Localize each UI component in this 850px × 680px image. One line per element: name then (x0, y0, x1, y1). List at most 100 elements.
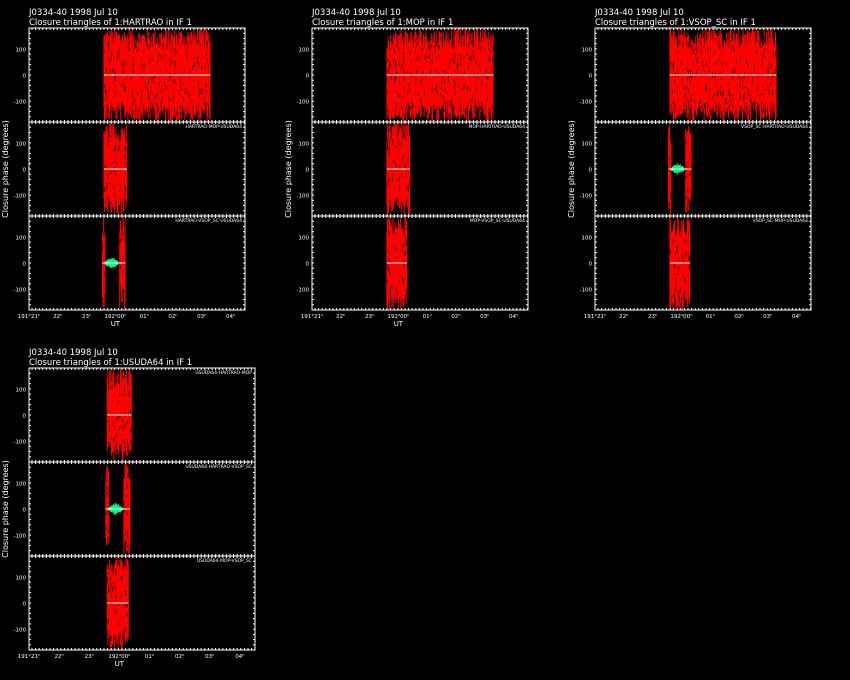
data-gaps (685, 140, 692, 203)
x-tick-label: 23ʰ (648, 313, 657, 320)
triangle-label: HARTRAO-MOP-USUDA64 (185, 124, 242, 130)
y-tick-label: -100 (14, 440, 27, 446)
panel-1: 100 0 -100 USUDA64-HARTRAO-MOP (14, 367, 256, 463)
y-tick-label: 0 (589, 74, 593, 80)
y-tick-label: 0 (589, 262, 593, 268)
minor-ticks (595, 216, 811, 310)
x-tick-label: 23ʰ (82, 313, 91, 320)
triangle-label: HARTRAO-VSOP_SC-USUDA64 (175, 218, 242, 224)
x-tick-label: 02ʰ (175, 653, 184, 660)
y-tick-label: 100 (16, 47, 27, 53)
y-tick-label: 0 (306, 262, 310, 268)
x-tick-label: 02ʰ (734, 313, 743, 320)
data-points (669, 216, 691, 310)
triangle-label: USUDA64-MOP-VSOP_SC (197, 558, 252, 564)
y-tick-label: 0 (306, 74, 310, 80)
y-tick-label: -100 (297, 288, 310, 294)
y-tick-label: 0 (23, 168, 27, 174)
x-tick-label: 03ʰ (197, 313, 206, 320)
data-points (103, 123, 128, 216)
y-tick-label: -100 (14, 288, 27, 294)
panel-2: 100 0 -100 VSOP_SC-HARTRAO-USUDA64 (580, 121, 812, 217)
data-gaps (669, 37, 777, 117)
chart-title: J0334-40 1998 Jul 10 (311, 8, 401, 18)
x-tick-label: 04ʰ (226, 313, 235, 320)
x-tick-label: 02ʰ (451, 313, 460, 320)
data-points (669, 28, 777, 122)
x-tick-label: 22ʰ (55, 653, 64, 660)
x-tick-label: 04ʰ (792, 313, 801, 320)
data-gaps (102, 232, 106, 300)
triangle-label: VSOP_SC-HARTRAO-USUDA64 (741, 124, 808, 130)
y-tick-label: -100 (297, 100, 310, 106)
y-tick-label: 100 (299, 141, 310, 147)
data-points (105, 465, 110, 546)
data-gaps (107, 377, 132, 457)
y-tick-label: 100 (582, 235, 593, 241)
y-tick-label: 100 (16, 141, 27, 147)
x-tick-label: 192ᵈ00ʰ (104, 313, 126, 320)
y-tick-label: 0 (23, 602, 27, 608)
x-tick-label: 23ʰ (85, 653, 94, 660)
minor-ticks (595, 28, 811, 122)
panel-2: 100 0 -100 MOP-HARTRAO-USUDA64 (297, 121, 529, 217)
y-tick-label: 0 (589, 168, 593, 174)
minor-ticks (595, 122, 811, 216)
y-tick-label: 100 (582, 141, 593, 147)
x-tick-label: 22ʰ (53, 313, 62, 320)
data-gaps (387, 133, 411, 205)
x-tick-label: 191°21ʰ (18, 653, 40, 660)
data-gaps (386, 226, 407, 304)
panel-3: 100 0 -100 VSOP_SC-MOP-USUDA64 (580, 215, 812, 311)
y-tick-label: -100 (14, 628, 27, 634)
y-tick-label: -100 (580, 288, 593, 294)
triangle-label: MOP-HARTRAO-USUDA64 (468, 124, 525, 130)
x-axis-label: UT (394, 320, 404, 328)
x-tick-label: 03ʰ (205, 653, 214, 660)
chart-subtitle: Closure triangles of 1:MOP in IF 1 (312, 18, 453, 28)
y-tick-label: -100 (580, 100, 593, 106)
data-points (123, 463, 131, 555)
triangle-label: USUDA64-HARTRAO-VSOP_SC (185, 464, 252, 470)
x-tick-label: 01ʰ (145, 653, 154, 660)
chart-subtitle: Closure triangles of 1:USUDA64 in IF 1 (29, 358, 192, 368)
panel-1: 100 0 -100 (297, 27, 529, 123)
y-tick-label: 100 (299, 235, 310, 241)
y-tick-label: 100 (582, 47, 593, 53)
x-axis-label: UT (111, 320, 121, 328)
data-points (106, 557, 129, 650)
minor-ticks (312, 216, 528, 310)
x-tick-label: 22ʰ (619, 313, 628, 320)
y-tick-label: 100 (16, 481, 27, 487)
data-points (119, 217, 126, 309)
y-tick-label: 0 (23, 262, 27, 268)
panel-3: 100 0 -100 USUDA64-MOP-VSOP_SC (14, 555, 256, 651)
minor-ticks (29, 556, 255, 650)
x-tick-label: 03ʰ (763, 313, 772, 320)
panel-2: 100 0 -100 HARTRAO-MOP-USUDA64 (14, 121, 246, 217)
y-tick-label: -100 (580, 194, 593, 200)
y-tick-label: 0 (23, 74, 27, 80)
data-gaps (104, 37, 209, 118)
chart-title: J0334-40 1998 Jul 10 (28, 8, 118, 18)
triangle-label: MOP-VSOP_SC-USUDA64 (470, 218, 525, 224)
data-gaps (668, 151, 672, 206)
x-tick-label: 01ʰ (423, 313, 432, 320)
x-tick-label: 02ʰ (168, 313, 177, 320)
x-tick-label: 191°21ʰ (18, 313, 40, 320)
data-gaps (107, 565, 128, 642)
x-tick-label: 192ᵈ00ʰ (387, 313, 409, 320)
x-tick-label: 191°21ʰ (584, 313, 606, 320)
x-tick-label: 01ʰ (140, 313, 149, 320)
x-tick-label: 04ʰ (509, 313, 518, 320)
y-tick-label: -100 (14, 100, 27, 106)
x-tick-label: 04ʰ (235, 653, 244, 660)
minor-ticks (29, 28, 245, 122)
chart-title: J0334-40 1998 Jul 10 (28, 348, 118, 358)
y-tick-label: 100 (16, 235, 27, 241)
